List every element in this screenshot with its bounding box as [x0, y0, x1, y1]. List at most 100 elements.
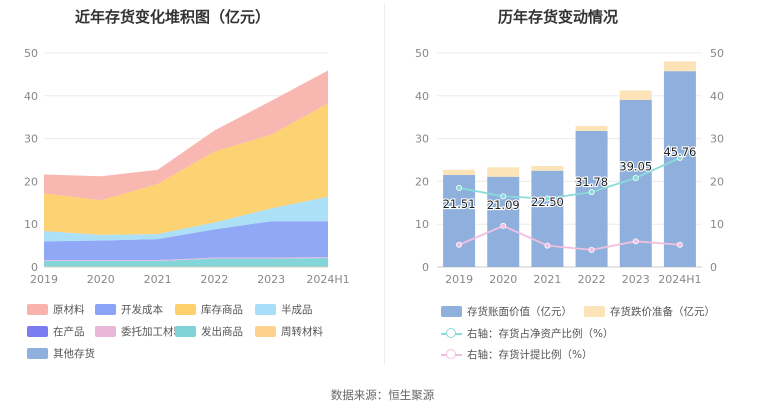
y2-tick-label: 50 — [710, 47, 724, 60]
bar-book-value — [487, 176, 520, 267]
x-tick-label: 2024H1 — [658, 273, 701, 286]
legend-label: 发出商品 — [201, 326, 243, 338]
legend-swatch — [27, 326, 48, 337]
legend-label: 半成品 — [281, 304, 313, 316]
legend-item-dev-cost[interactable]: 开发成本 — [95, 302, 163, 317]
legend-item-impairment[interactable]: 存货跌价准备（亿元） — [584, 304, 715, 319]
line-point — [500, 193, 507, 200]
legend-swatch — [584, 306, 605, 317]
legend-item-book-value[interactable]: 存货账面价值（亿元） — [441, 304, 572, 319]
y2-tick-label: 0 — [710, 261, 717, 274]
legend-swatch — [27, 304, 48, 315]
x-tick-label: 2023 — [257, 273, 285, 286]
y-tick-label: 40 — [24, 90, 38, 103]
y-tick-label: 0 — [31, 261, 38, 274]
y2-tick-label: 10 — [710, 218, 724, 231]
y-tick-label: 10 — [24, 218, 38, 231]
legend-item-consigned[interactable]: 委托加工材料 — [95, 324, 184, 339]
area-series — [44, 258, 328, 267]
y-tick-label: 30 — [24, 133, 38, 146]
legend-swatch — [255, 304, 276, 315]
legend-swatch — [95, 304, 116, 315]
bar-impairment — [531, 165, 564, 171]
y-tick-label: 20 — [415, 175, 429, 188]
area-series — [44, 221, 328, 261]
legend-swatch — [95, 326, 116, 337]
line-point — [456, 241, 463, 248]
bar-book-value — [663, 71, 696, 267]
legend-label: 库存商品 — [201, 304, 243, 316]
legend-item-raw-materials[interactable]: 原材料 — [27, 302, 85, 317]
legend-label: 开发成本 — [121, 304, 163, 316]
legend-item-net-asset-ratio[interactable]: 右轴：存货占净资产比例（%） — [441, 326, 613, 341]
bar-value-label: 45.76 — [663, 145, 696, 159]
line-point — [632, 238, 639, 245]
legend-swatch — [175, 304, 196, 315]
legend-label: 右轴：存货占净资产比例（%） — [467, 328, 614, 340]
line-point — [676, 241, 683, 248]
area-series — [44, 103, 328, 235]
y2-tick-label: 40 — [710, 90, 724, 103]
bar-book-value — [531, 170, 564, 267]
legend-label: 其他存货 — [53, 348, 95, 360]
y-tick-label: 0 — [422, 261, 429, 274]
y-tick-label: 30 — [415, 133, 429, 146]
line-point — [676, 154, 683, 161]
line-point — [632, 174, 639, 181]
panel-divider — [384, 4, 385, 364]
line-point — [588, 189, 595, 196]
right-chart-title: 历年存货变动情况 — [498, 8, 619, 26]
x-tick-label: 2020 — [87, 273, 115, 286]
line-point — [544, 242, 551, 249]
x-tick-label: 2024H1 — [306, 273, 349, 286]
bar-impairment — [663, 61, 696, 72]
data-source-note: 数据来源：恒生聚源 — [330, 388, 435, 402]
bar-value-label: 21.09 — [487, 198, 520, 212]
y2-tick-label: 20 — [710, 175, 724, 188]
y2-tick-label: 30 — [710, 133, 724, 146]
y-tick-label: 10 — [415, 218, 429, 231]
legend-label: 周转材料 — [281, 326, 323, 338]
bar-value-label: 39.05 — [619, 160, 652, 174]
area-series — [44, 70, 328, 201]
legend-item-provision-ratio[interactable]: 右轴：存货计提比例（%） — [441, 347, 592, 362]
legend-item-other[interactable]: 其他存货 — [27, 346, 95, 361]
legend-label: 存货账面价值（亿元） — [467, 306, 572, 318]
legend-swatch — [175, 326, 196, 337]
bar-impairment — [487, 167, 520, 177]
y-tick-label: 40 — [415, 90, 429, 103]
legend-item-finished-goods[interactable]: 库存商品 — [175, 302, 243, 317]
legend-item-wip[interactable]: 在产品 — [27, 324, 85, 339]
legend-label: 在产品 — [53, 326, 85, 338]
line-net-asset-ratio — [458, 157, 681, 200]
area-series — [44, 257, 328, 262]
line-point — [544, 195, 551, 202]
stacked-area-chart: 0 10 20 30 40 50 2019 2020 2021 2022 2023 2024H1 — [24, 47, 350, 286]
legend-line-marker — [441, 349, 462, 360]
legend-item-goods-shipped[interactable]: 发出商品 — [175, 324, 243, 339]
bar-line-chart: 0 10 20 30 40 50 0 10 20 30 40 50 21.51 21.09 22.50 31.… — [415, 47, 724, 286]
legend-item-turnover[interactable]: 周转材料 — [255, 324, 323, 339]
left-chart-title: 近年存货变化堆积图（亿元） — [75, 8, 271, 26]
legend-label: 存货跌价准备（亿元） — [610, 306, 715, 318]
legend-item-semi-finished[interactable]: 半成品 — [255, 302, 313, 317]
area-series — [44, 196, 328, 242]
x-tick-label: 2023 — [622, 273, 650, 286]
bar-impairment — [443, 169, 476, 175]
x-tick-label: 2021 — [144, 273, 172, 286]
bar-value-label: 21.51 — [443, 197, 476, 211]
y-tick-label: 50 — [415, 47, 429, 60]
x-tick-label: 2019 — [445, 273, 473, 286]
bar-impairment — [575, 125, 608, 131]
x-tick-label: 2022 — [200, 273, 228, 286]
legend-label: 原材料 — [53, 304, 85, 316]
y-tick-label: 20 — [24, 175, 38, 188]
legend-label: 右轴：存货计提比例（%） — [467, 349, 593, 361]
legend-swatch — [255, 326, 276, 337]
legend-line-marker — [441, 328, 462, 339]
line-provision-ratio — [458, 224, 680, 251]
x-tick-label: 2022 — [578, 273, 606, 286]
x-tick-label: 2021 — [533, 273, 561, 286]
bar-value-label: 31.78 — [575, 175, 608, 189]
bar-impairment — [619, 90, 652, 100]
